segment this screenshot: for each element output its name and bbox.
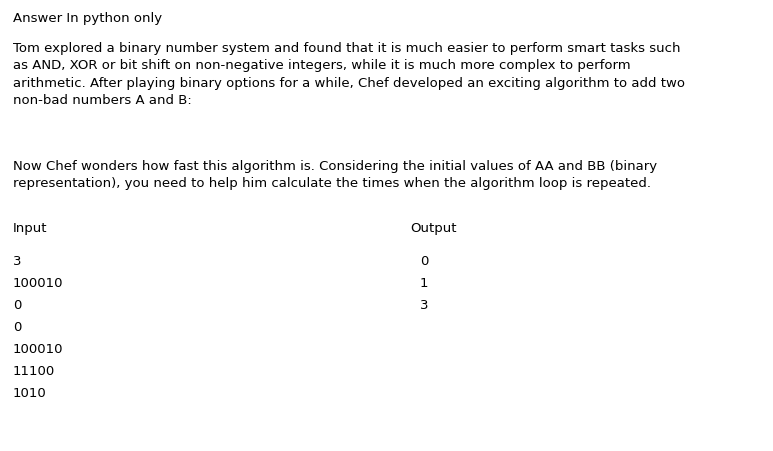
Text: 11100: 11100	[13, 365, 55, 378]
Text: 0: 0	[13, 299, 22, 312]
Text: 3: 3	[13, 255, 22, 268]
Text: Now Chef wonders how fast this algorithm is. Considering the initial values of A: Now Chef wonders how fast this algorithm…	[13, 160, 657, 190]
Text: Input: Input	[13, 222, 47, 235]
Text: 1010: 1010	[13, 387, 46, 400]
Text: Output: Output	[410, 222, 457, 235]
Text: Tom explored a binary number system and found that it is much easier to perform : Tom explored a binary number system and …	[13, 42, 685, 107]
Text: 100010: 100010	[13, 343, 63, 356]
Text: 3: 3	[420, 299, 428, 312]
Text: 0: 0	[13, 321, 22, 334]
Text: Answer In python only: Answer In python only	[13, 12, 162, 25]
Text: 0: 0	[420, 255, 428, 268]
Text: 100010: 100010	[13, 277, 63, 290]
Text: 1: 1	[420, 277, 428, 290]
